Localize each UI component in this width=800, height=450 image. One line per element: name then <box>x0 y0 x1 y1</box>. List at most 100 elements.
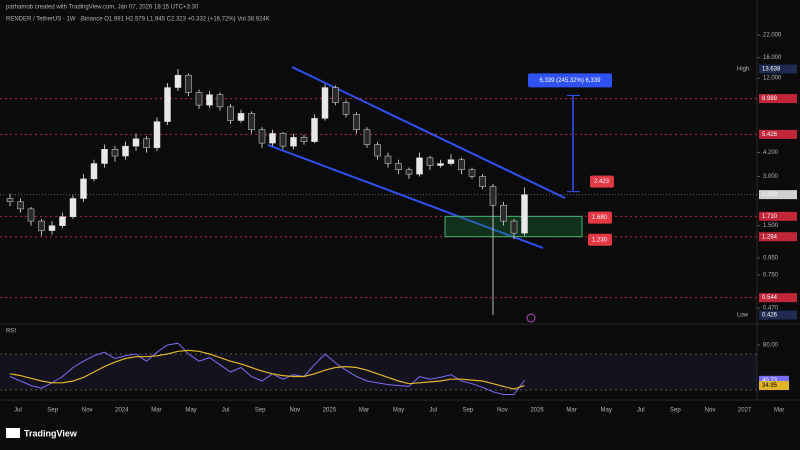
rsi-last-bg <box>759 375 789 385</box>
candle-body <box>132 138 140 147</box>
x-tick-label: May <box>393 408 404 414</box>
x-tick-label: Nov <box>82 408 93 414</box>
candle-body <box>510 220 518 234</box>
rsi-line <box>9 342 525 395</box>
candle-body <box>48 225 56 231</box>
rsi-tick-label: 80.00 <box>763 343 779 349</box>
low-label: 0.426 <box>762 313 778 319</box>
current-label-bg <box>759 190 797 200</box>
candle-body <box>258 129 266 144</box>
candle-body <box>405 169 413 175</box>
level-label-bg <box>759 211 797 221</box>
candle-body <box>384 155 392 164</box>
low-bg <box>759 310 797 320</box>
candle-body <box>426 157 434 166</box>
x-tick-label: Mar <box>151 408 161 414</box>
title: RENDER / TetherUS · 1W · Binance O1.991 … <box>6 17 270 23</box>
x-tick-label: Sep <box>462 408 473 414</box>
y-tick-label: 0.750 <box>763 272 779 278</box>
rsi-ma-last-label: 34.95 <box>762 383 778 389</box>
candle-body <box>6 198 14 203</box>
x-tick-label: Jul <box>429 408 437 414</box>
x-tick-label: 2026 <box>530 408 544 414</box>
box-label: 1.680 <box>592 215 608 221</box>
level-label: 5.426 <box>762 132 778 138</box>
candle-body <box>342 102 350 115</box>
candle-body <box>59 216 66 226</box>
level-label-bg <box>759 94 797 104</box>
y-tick-label: 3.000 <box>763 174 779 180</box>
low-name: Low <box>737 313 749 319</box>
x-tick-label: May <box>185 408 196 414</box>
candle-body <box>416 157 423 175</box>
candle-body <box>122 145 129 157</box>
high-name: High <box>737 67 749 73</box>
rsi-ma-line <box>9 349 525 390</box>
x-tick-label: Sep <box>47 408 58 414</box>
box-label-bg <box>588 233 612 246</box>
candle-body <box>521 194 528 234</box>
x-tick-label: Jul <box>14 408 22 414</box>
candle-body <box>101 149 108 164</box>
candle-body <box>374 144 381 157</box>
current-label: 2.323 <box>762 192 778 198</box>
candle-body <box>206 94 213 106</box>
y-tick-label: 0.470 <box>763 306 779 312</box>
brand: TradingView <box>24 428 78 438</box>
y-tick-label: 0.950 <box>763 256 779 262</box>
x-tick-label: Mar <box>566 408 576 414</box>
candle-body <box>290 137 297 147</box>
level-label: 1.284 <box>762 234 778 240</box>
candle-body <box>500 204 507 222</box>
candle-body <box>143 138 150 148</box>
box-label: 1.230 <box>592 237 608 243</box>
x-tick-label: Jul <box>222 408 230 414</box>
rsi-ma-last-bg <box>759 381 789 391</box>
y-tick-label: 16.000 <box>763 55 782 61</box>
candle-body <box>153 121 161 148</box>
brand-logo <box>6 428 20 438</box>
rsi-name: RSI <box>6 329 16 335</box>
candle-body <box>38 220 45 231</box>
candle-body <box>311 118 318 142</box>
y-tick-label: 4.200 <box>763 150 779 156</box>
x-tick-label: 2027 <box>738 408 752 414</box>
x-tick-label: Sep <box>255 408 266 414</box>
candle-body <box>27 208 35 222</box>
candle-body <box>279 133 287 147</box>
header: parhamob created with TradingView.com, J… <box>6 5 199 11</box>
target-from-label: 2.423 <box>594 179 610 185</box>
candle-body <box>248 113 255 130</box>
x-tick-label: 2024 <box>115 408 129 414</box>
candle-body <box>80 178 87 199</box>
level-label: 0.544 <box>762 295 778 301</box>
candle-body <box>17 201 24 210</box>
y-tick-label: 1.500 <box>763 223 779 229</box>
target-label: 6.339 (245.32%) 6,339 <box>539 78 601 84</box>
candle-body <box>195 92 203 106</box>
candle-body <box>353 114 360 130</box>
candle-body <box>468 169 476 177</box>
candle-body <box>269 133 276 144</box>
candle-body <box>237 113 245 121</box>
candle-body <box>447 159 455 164</box>
x-tick-label: Nov <box>289 408 300 414</box>
level-label-bg <box>759 232 797 242</box>
rsi-band <box>0 354 757 390</box>
candle-body <box>90 163 98 180</box>
target-label-bg <box>528 73 612 88</box>
candle-body <box>174 74 182 88</box>
high-label: 13.638 <box>762 67 781 73</box>
channel-lower <box>267 144 544 249</box>
level-label-bg <box>759 293 797 303</box>
candle-body <box>216 94 224 108</box>
x-tick-label: Mar <box>359 408 369 414</box>
candle-body <box>227 106 234 121</box>
x-tick-label: Nov <box>705 408 716 414</box>
candle-body <box>332 87 339 103</box>
x-tick-label: Jul <box>637 408 645 414</box>
level-label-bg <box>759 129 797 139</box>
candle-body <box>363 129 371 145</box>
